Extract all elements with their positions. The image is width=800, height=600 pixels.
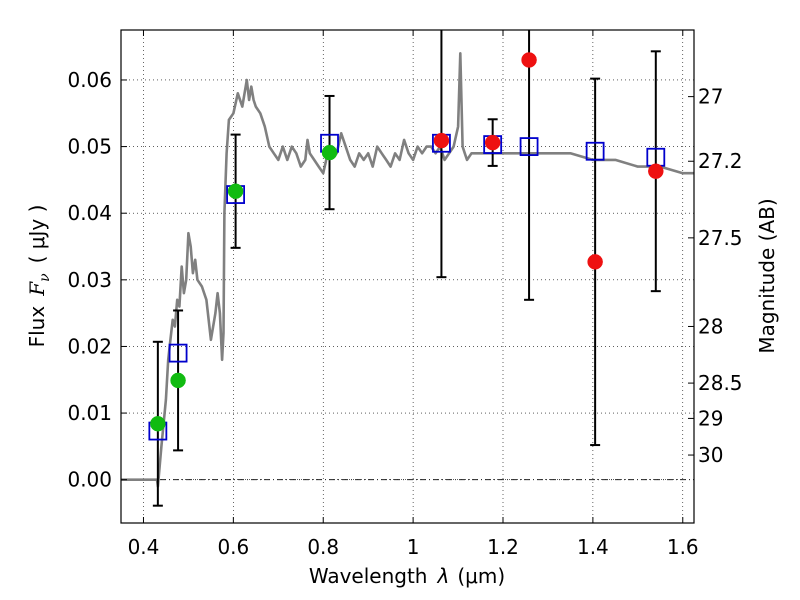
y-tick-label: 0.03 <box>67 268 112 292</box>
upper-limit-point <box>521 52 537 68</box>
right-tick-label: 30 <box>698 443 723 467</box>
detection-markers <box>150 144 338 432</box>
y-tick-label: 0.00 <box>67 468 112 492</box>
x-tick-label: 1.4 <box>577 535 609 559</box>
right-tick-label: 27.2 <box>698 149 743 173</box>
right-tick-label: 27.5 <box>698 226 743 250</box>
x-tick-label: 1.2 <box>487 535 519 559</box>
x-tick-label: 1 <box>407 535 420 559</box>
plot-area <box>121 30 694 507</box>
model-photometry-square <box>519 137 539 156</box>
x-tick-label: 0.6 <box>217 535 249 559</box>
axis-ticks: 0.4 0.6 0.8 1 1.2 1.4 1.6 0.00 0.01 0.02 0.03 0.04 0… <box>67 30 743 559</box>
y-tick-label: 0.02 <box>67 334 112 358</box>
upper-limit-point <box>433 132 450 149</box>
detection-point <box>321 144 338 161</box>
right-axis-label: Magnitude (AB) <box>755 198 779 353</box>
model-photometry-square <box>168 343 188 363</box>
plot-frame <box>120 29 695 524</box>
right-tick-label: 27 <box>698 85 723 109</box>
detection-point <box>227 183 244 199</box>
y-tick-label: 0.05 <box>67 135 112 159</box>
upper-limit-point <box>587 254 603 270</box>
detection-point <box>150 415 166 432</box>
plot-background <box>121 30 694 523</box>
upper-limit-point <box>484 134 501 151</box>
y-tick-label: 0.01 <box>67 401 112 425</box>
right-tick-label: 28 <box>698 314 723 338</box>
upper-limit-point <box>648 163 664 179</box>
right-tick-label: 28.5 <box>698 371 743 395</box>
detection-point <box>170 372 186 389</box>
y-tick-label: 0.04 <box>67 201 112 225</box>
model-photometry-square <box>585 141 605 161</box>
upper-limit-markers <box>433 52 664 270</box>
sed-model-line <box>121 51 694 488</box>
right-tick-label: 29 <box>698 406 723 430</box>
y-axis-label: FluxFν( μJy ) <box>25 205 53 348</box>
x-tick-label: 0.8 <box>307 535 339 559</box>
x-axis-label: Wavelength λ (μm) <box>309 564 505 588</box>
y-tick-label: 0.06 <box>67 68 112 92</box>
x-tick-label: 1.6 <box>667 535 699 559</box>
x-tick-label: 0.4 <box>128 535 160 559</box>
